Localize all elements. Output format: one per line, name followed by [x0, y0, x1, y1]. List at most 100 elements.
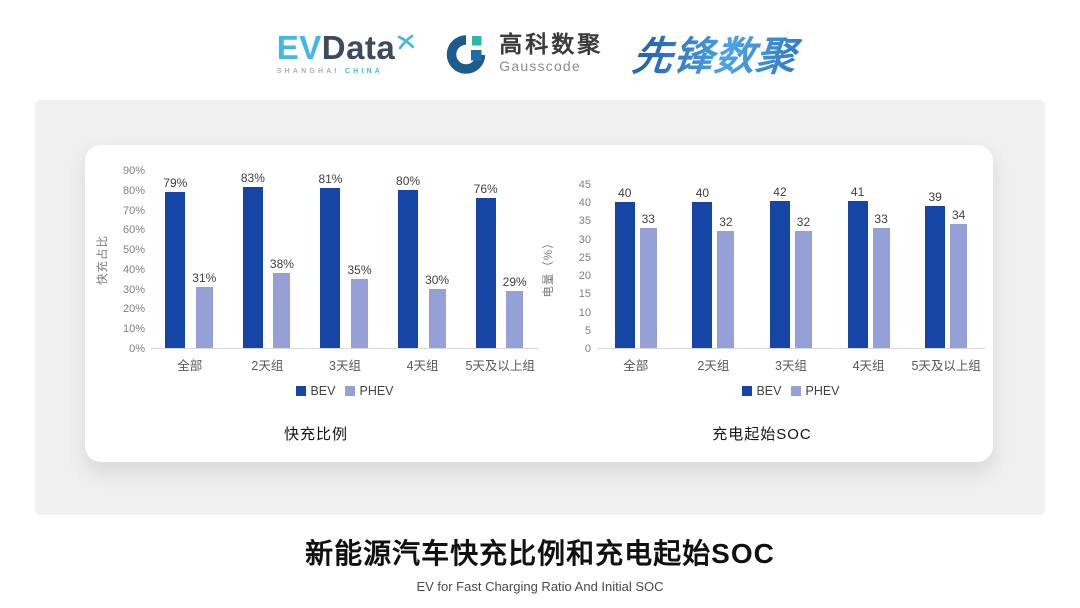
bev-bar: 83%	[241, 171, 265, 348]
bar-value-label: 35%	[347, 262, 372, 277]
phev-bar: 32	[794, 185, 812, 348]
y-tick-label: 70%	[122, 204, 145, 217]
evdata-sparkle-icon	[397, 23, 415, 50]
bar-value-label: 32	[719, 215, 733, 230]
gausscode-cn-text: 高科数聚	[499, 31, 604, 58]
bar-value-label: 79%	[163, 175, 188, 190]
x-axis-labels: 全部 2天组 3天组 4天组 5天及以上组	[151, 349, 539, 374]
bar-rect	[428, 288, 446, 348]
x-tick-label: 全部	[177, 359, 203, 373]
phev-bar: 33	[639, 185, 657, 348]
y-tick-label: 0%	[129, 343, 145, 355]
chart-caption: 充电起始SOC	[712, 426, 812, 443]
chart-card: 快充占比 0% 10% 20% 30% 40% 50% 60% 70% 80% 90% 79% 31…	[85, 145, 993, 462]
bev-bar: 80%	[396, 171, 420, 348]
y-tick-label: 20%	[122, 303, 145, 316]
legend-item-bev: BEV	[742, 384, 781, 398]
phev-bar: 30%	[425, 171, 449, 348]
y-tick-label: 10%	[122, 323, 145, 336]
y-axis-ticks: 0 5 10 15 20 25 30 35 40 45	[557, 179, 591, 355]
phev-bar: 34	[950, 185, 968, 348]
evdata-logo: EVData SHANGHAI CHINA	[277, 31, 416, 75]
bar-group: 40 33	[597, 185, 675, 348]
bar-value-label: 33	[874, 211, 888, 226]
bar-value-label: 76%	[473, 181, 498, 196]
y-axis-title-text: 快充占比	[97, 235, 109, 285]
legend-label: BEV	[310, 384, 336, 398]
bar-rect	[639, 227, 657, 348]
bar-group: 76% 29%	[461, 171, 539, 348]
x-tick-label: 3天组	[329, 359, 361, 373]
plot-column: 40 33 40 32 42 32 41 33 39 34 全部 2天组 3天组 4天组 5天及以上组 B…	[597, 185, 985, 399]
phev-bar: 33	[872, 185, 890, 348]
bar-rect	[320, 187, 341, 348]
bev-bar: 40	[614, 185, 635, 348]
bar-rect	[847, 201, 868, 348]
bar-value-label: 32	[796, 215, 811, 230]
bar-group: 42 32	[752, 185, 830, 348]
bar-value-label: 40	[618, 186, 632, 201]
figure-title: 新能源汽车快充比例和充电起始SOC	[305, 538, 775, 569]
bev-bar: 39	[925, 185, 946, 348]
x-tick-label: 4天组	[406, 359, 439, 373]
x-tick-label: 5天及以上组	[465, 359, 535, 373]
y-axis-title: 电量（%）	[539, 185, 557, 349]
y-tick-label: 90%	[122, 165, 145, 177]
y-tick-label: 45	[578, 179, 591, 191]
bar-value-label: 81%	[318, 171, 343, 186]
bev-bar: 40	[692, 185, 713, 348]
legend-label: PHEV	[805, 384, 840, 398]
xianfeng-logo: 先锋数聚	[630, 24, 806, 82]
x-tick-label: 4天组	[852, 359, 885, 373]
legend-item-phev: PHEV	[791, 384, 840, 398]
plot-column: 79% 31% 83% 38% 81% 35% 80% 30% 76% 29% 全部 2天组 3天组 4…	[151, 171, 539, 399]
y-axis-title-text: 电量（%）	[543, 236, 555, 298]
bar-group: 80% 30%	[384, 171, 462, 348]
bar-rect	[273, 272, 291, 348]
bar-group: 83% 38%	[229, 171, 307, 348]
bar-value-label: 39	[928, 189, 942, 204]
bar-value-label: 33	[641, 211, 655, 226]
bar-rect	[614, 202, 635, 348]
y-axis-title: 快充占比	[93, 171, 111, 349]
y-tick-label: 40	[578, 197, 591, 210]
evdata-china-text: CHINA	[344, 68, 383, 75]
legend-swatch	[742, 386, 753, 396]
bar-group: 79% 31%	[151, 171, 229, 348]
bar-rect	[872, 227, 890, 348]
bar-rect	[692, 202, 713, 348]
y-tick-label: 35	[578, 215, 591, 228]
legend-swatch	[296, 386, 307, 396]
legend: BEV PHEV	[597, 384, 985, 399]
bar-value-label: 38%	[269, 256, 294, 271]
bar-value-label: 34	[951, 208, 966, 223]
legend-swatch	[791, 386, 802, 396]
bev-bar: 41	[847, 185, 868, 348]
bar-rect	[794, 231, 812, 348]
legend-swatch	[345, 386, 356, 396]
gausscode-wordmark: 高科数聚 Gausscode	[499, 31, 604, 74]
bar-rect	[925, 205, 946, 348]
bev-bar: 81%	[318, 171, 342, 348]
bar-value-label: 41	[850, 185, 865, 199]
chart-panel: 快充占比 0% 10% 20% 30% 40% 50% 60% 70% 80% 90% 79% 31…	[35, 100, 1045, 515]
x-tick-label: 2天组	[697, 359, 730, 373]
legend-label: PHEV	[359, 384, 394, 398]
legend: BEV PHEV	[151, 384, 539, 399]
bar-group: 40 32	[675, 185, 753, 348]
phev-bar: 35%	[347, 171, 372, 348]
y-tick-label: 5	[584, 324, 591, 337]
y-tick-label: 30	[578, 233, 591, 246]
y-tick-label: 15	[578, 288, 591, 301]
chart-body: 电量（%） 0 5 10 15 20 25 30 35 40 45 40 33 40 32 42 32 41 3…	[539, 179, 985, 399]
bar-value-label: 83%	[240, 171, 265, 185]
phev-bar: 38%	[270, 171, 294, 348]
bar-group: 41 33	[830, 185, 908, 348]
bar-value-label: 80%	[396, 173, 421, 188]
fast-charging-ratio-chart: 快充占比 0% 10% 20% 30% 40% 50% 60% 70% 80% 90% 79% 31…	[93, 165, 539, 462]
y-axis-ticks: 0% 10% 20% 30% 40% 50% 60% 70% 80% 90%	[111, 165, 145, 355]
gausscode-en-text: Gausscode	[499, 57, 581, 74]
y-tick-label: 60%	[122, 224, 145, 237]
logo-header: EVData SHANGHAI CHINA 高科数聚 Gausscode	[0, 0, 1080, 86]
evdata-subtext: SHANGHAI CHINA	[277, 68, 416, 75]
